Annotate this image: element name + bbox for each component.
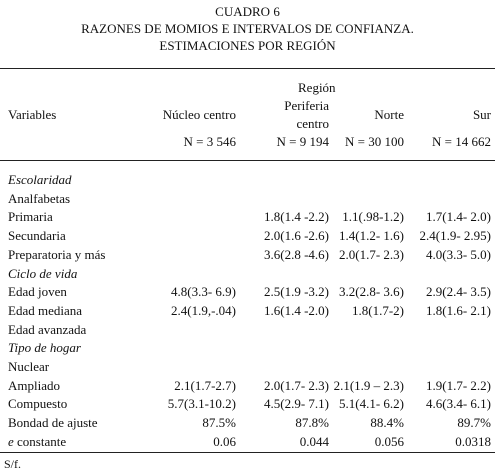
cell: 2.1(1.7-2.7) [174,377,236,393]
rule [0,452,495,453]
cell: 4.0(3.3- 5.0) [426,246,491,262]
n-value: N = 14 662 [432,134,491,149]
column-header: Norte [374,107,404,122]
subtitle: ESTIMACIONES POR REGIÓN [159,38,336,53]
cell: 2.4(1.9- 2.95) [419,228,492,244]
cell: 2.0(1.7- 2.3) [339,246,404,262]
cell: 4.5(2.9- 7.1) [264,396,329,412]
row-label: Secundaria [8,228,66,244]
section-label: Tipo de hogar [8,340,81,356]
cell: 2.5(1.9 -3.2) [264,284,329,300]
cell: 1.8(1.7-2) [352,302,404,318]
cell: 0.06 [213,433,236,449]
cell: 1.7(1.4- 2.0) [426,209,491,225]
section-label: Ciclo de vida [8,265,78,281]
row-label: Analfabetas [8,190,71,206]
cell: 1.8(1.6- 2.1) [426,302,491,318]
cell: 87.5% [202,415,236,431]
n-value: N = 9 194 [276,134,329,149]
cell: 2.1(1.9 – 2.3) [333,377,404,393]
section-label: Escolaridad [8,172,72,187]
column-header: Periferia [284,98,329,113]
n-value: N = 3 546 [183,134,236,149]
cell: 2.9(2.4- 3.5) [426,284,491,300]
cell: 4.6(3.4- 6.1) [426,396,491,412]
cell: 2.0(1.7- 2.3) [264,377,329,393]
row-label: Edad mediana [8,302,82,318]
cell: 0.0318 [455,433,491,449]
cell: 1.9(1.7- 2.2) [426,377,491,393]
rule [0,68,495,69]
cell: 1.8(1.4 -2.2) [264,209,329,225]
footer: S/f. [4,457,22,471]
cell: 0.056 [374,433,404,449]
cell: 89.7% [457,415,491,431]
row-label: Compuesto [8,396,68,412]
title: CUADRO 6 [215,4,280,19]
cell: 2.4(1.9,-.04) [171,302,236,318]
cell: 3.6(2.8 -4.6) [264,246,329,262]
cell: 5.1(4.1- 6.2) [339,396,404,412]
n-value: N = 30 100 [345,134,404,149]
cell: 3.2(2.8- 3.6) [339,284,404,300]
column-header: Variables [8,107,57,122]
row-label: Edad joven [8,284,67,300]
row-label: Preparatoria y más [8,246,106,262]
row-label: Bondad de ajuste [8,415,98,431]
column-header: Núcleo centro [162,107,236,122]
cell: 1.6(1.4 -2.0) [264,302,329,318]
cell: 1.4(1.2- 1.6) [339,228,404,244]
cell: 2.0(1.6 -2.6) [264,228,329,244]
subtitle: RAZONES DE MOMIOS E INTERVALOS DE CONFIA… [81,21,414,36]
group-header: Región [298,80,336,95]
cell: 1.1(.98-1.2) [342,209,404,225]
cell: 0.044 [299,433,329,449]
column-header: Sur [472,107,491,122]
cell: 87.8% [295,415,329,431]
row-label: Nuclear [8,359,50,374]
cell: 5.7(3.1-10.2) [167,396,236,412]
rule [0,160,495,161]
cell: 88.4% [370,415,404,431]
row-label: Primaria [8,209,53,225]
column-header: centro [296,116,329,131]
row-label: Edad avanzada [8,321,87,337]
cell: 4.8(3.3- 6.9) [171,284,236,300]
row-label: e constante [8,433,67,449]
row-label: Ampliado [8,377,60,393]
